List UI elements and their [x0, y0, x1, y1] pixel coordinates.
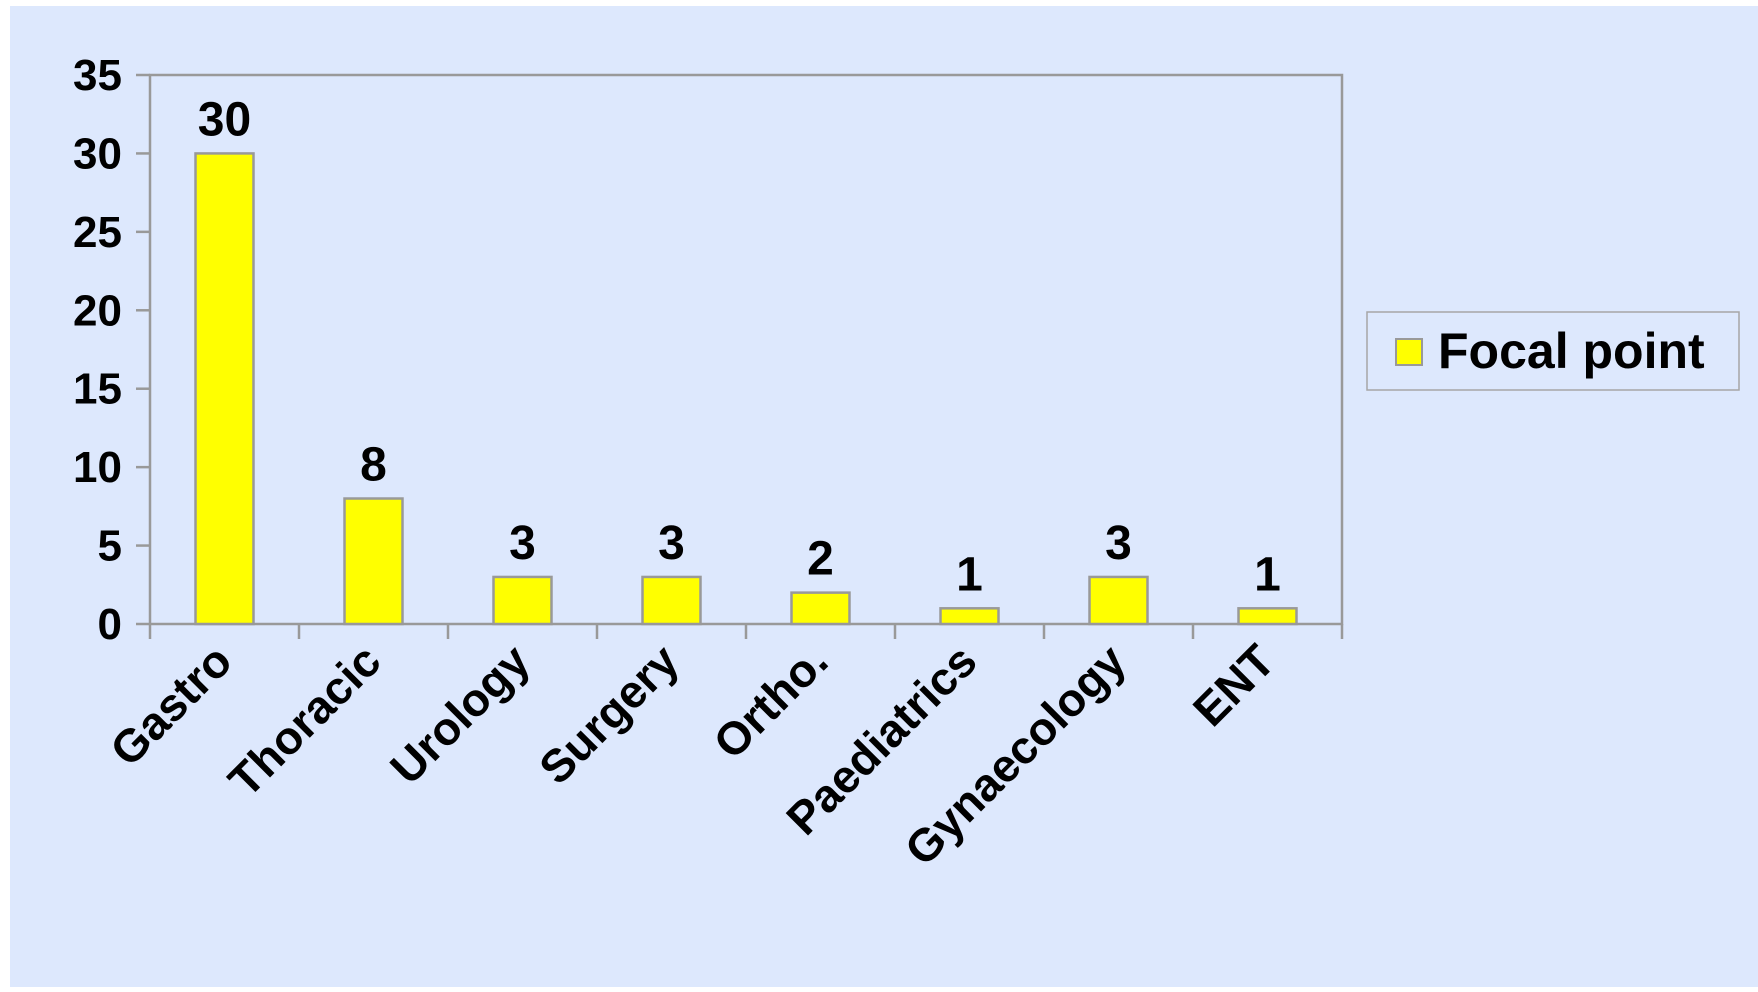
bar	[194, 152, 255, 626]
bar	[343, 497, 404, 626]
data-label: 3	[509, 517, 536, 570]
x-tick-label: Urology	[380, 634, 540, 794]
y-tick-label: 10	[73, 443, 122, 492]
legend-box	[1366, 311, 1740, 391]
y-tick-label: 5	[98, 522, 122, 571]
data-label: 2	[807, 533, 834, 586]
x-tick-label: Ortho.	[703, 634, 837, 768]
data-label: 8	[360, 439, 387, 492]
y-tick-label: 30	[73, 129, 122, 178]
data-label: 1	[1254, 548, 1281, 601]
bar-series-focal-point	[194, 152, 1298, 626]
y-tick-label: 0	[98, 600, 122, 649]
bar	[1237, 607, 1298, 626]
legend-swatch	[1395, 338, 1423, 366]
data-label: 1	[956, 548, 983, 601]
bar-chart: 0 5 10 15 20 25 30 35 GastroThoracicUrologySurg…	[73, 51, 1740, 875]
chart-panel: 0 5 10 15 20 25 30 35 Gastro Thoracic Urology Surg…	[10, 6, 1758, 987]
bar	[939, 607, 1000, 626]
bar	[1088, 575, 1149, 626]
plot-area	[148, 73, 1344, 626]
x-tick-label: Surgery	[529, 634, 689, 794]
x-tick-label: ENT	[1183, 634, 1285, 736]
legend-label: Focal point	[1438, 323, 1705, 379]
y-tick-label: 35	[73, 51, 122, 100]
y-axis: 0 5 10 15 20 25 30 35	[73, 51, 150, 649]
data-label: 3	[1105, 517, 1132, 570]
bar	[790, 591, 851, 626]
data-labels: 30 8 3 3 2 1 3 1	[198, 93, 1281, 601]
y-tick-label: 15	[73, 365, 122, 414]
bar	[641, 575, 702, 626]
data-label: 3	[658, 517, 685, 570]
plot-border	[148, 73, 1344, 626]
x-tick-label: Gastro	[100, 634, 242, 776]
legend: Focal point	[1366, 311, 1740, 391]
x-tick-label: Thoracic	[218, 634, 390, 806]
data-label: 30	[198, 93, 251, 146]
y-tick-label: 25	[73, 208, 122, 257]
y-tick-label: 20	[73, 286, 122, 335]
bar	[492, 575, 553, 626]
